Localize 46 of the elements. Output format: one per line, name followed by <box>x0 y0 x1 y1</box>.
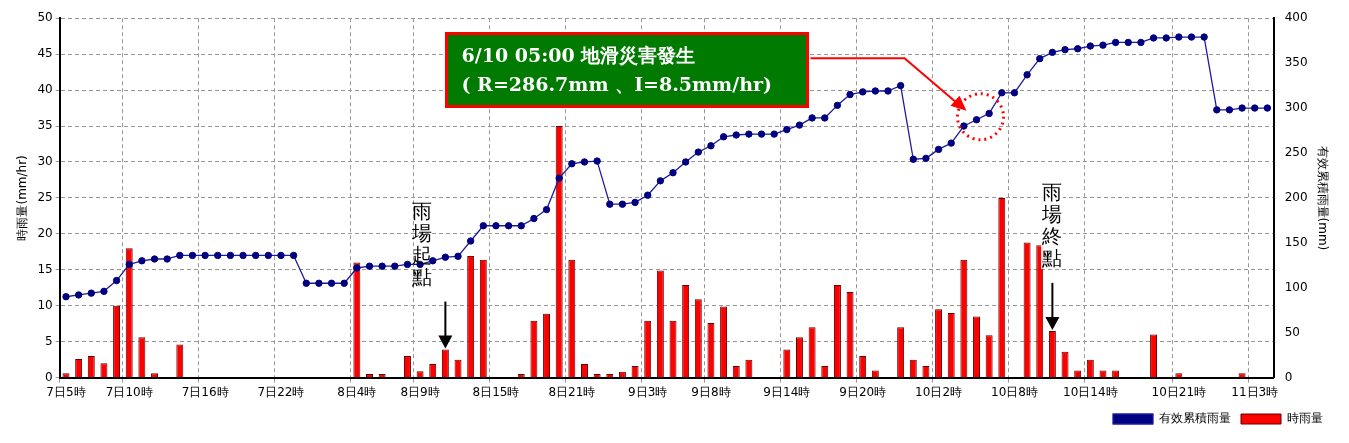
annotation: ( R=286.7mm 、I=8.5mm/hr) <box>461 72 773 98</box>
annotation: 6/10 05:00 地滑災害發生 <box>461 43 697 69</box>
y-tick-label: 20 <box>37 225 53 240</box>
x-tick-label: 10日2時 <box>915 384 963 399</box>
y-tick-label: 15 <box>37 261 53 276</box>
y2-tick-label: 50 <box>1284 324 1300 339</box>
y2-tick-label: 250 <box>1284 145 1308 160</box>
annotation: 雨場終點 <box>1041 179 1064 270</box>
y2-tick-label: 200 <box>1284 190 1308 205</box>
x-tick-label: 8日4時 <box>337 384 377 399</box>
y-tick-label: 5 <box>45 333 53 348</box>
y2-tick-label: 0 <box>1284 369 1293 384</box>
y-tick-label: 10 <box>37 297 53 312</box>
y2-axis-title: 有效累積雨量(mm) <box>1315 145 1330 251</box>
y-tick-label: 40 <box>37 82 53 97</box>
x-tick-label: 7日22時 <box>257 384 305 399</box>
legend-label: 時雨量 <box>1287 411 1323 426</box>
x-tick-label: 11日3時 <box>1231 384 1279 399</box>
x-tick-label: 7日5時 <box>46 384 86 399</box>
x-tick-label: 9日8時 <box>691 384 731 399</box>
y2-tick-label: 300 <box>1284 100 1308 115</box>
y-tick-label: 25 <box>37 190 53 205</box>
x-tick-label: 9日3時 <box>628 384 668 399</box>
annotation: 雨場起點 <box>411 198 434 289</box>
y-tick-label: 30 <box>37 154 53 169</box>
y2-tick-label: 350 <box>1284 55 1308 70</box>
y2-tick-label: 100 <box>1284 279 1308 294</box>
y2-tick-label: 150 <box>1284 234 1308 249</box>
x-tick-label: 9日14時 <box>763 384 811 399</box>
y-tick-label: 35 <box>37 118 53 133</box>
y-tick-label: 0 <box>45 369 53 384</box>
x-tick-label: 8日21時 <box>548 384 596 399</box>
x-tick-label: 10日14時 <box>1063 384 1118 399</box>
x-tick-label: 7日10時 <box>105 384 153 399</box>
y-tick-label: 50 <box>37 10 53 25</box>
x-tick-label: 9日20時 <box>839 384 887 399</box>
y-tick-label: 45 <box>37 46 53 61</box>
x-tick-label: 10日8時 <box>991 384 1038 399</box>
legend-label: 有效累積雨量 <box>1159 411 1231 426</box>
x-tick-label: 8日15時 <box>472 384 520 399</box>
x-tick-label: 10日21時 <box>1151 384 1207 399</box>
note-box: 6/10 05:00 地滑災害發生 ( R=286.7mm 、I=8.5mm/hr) <box>444 32 809 109</box>
y2-tick-label: 400 <box>1284 10 1308 25</box>
y-axis-title: 時雨量(mm/hr) <box>15 155 30 241</box>
x-tick-label: 8日9時 <box>400 384 440 399</box>
x-tick-label: 7日16時 <box>181 384 229 399</box>
